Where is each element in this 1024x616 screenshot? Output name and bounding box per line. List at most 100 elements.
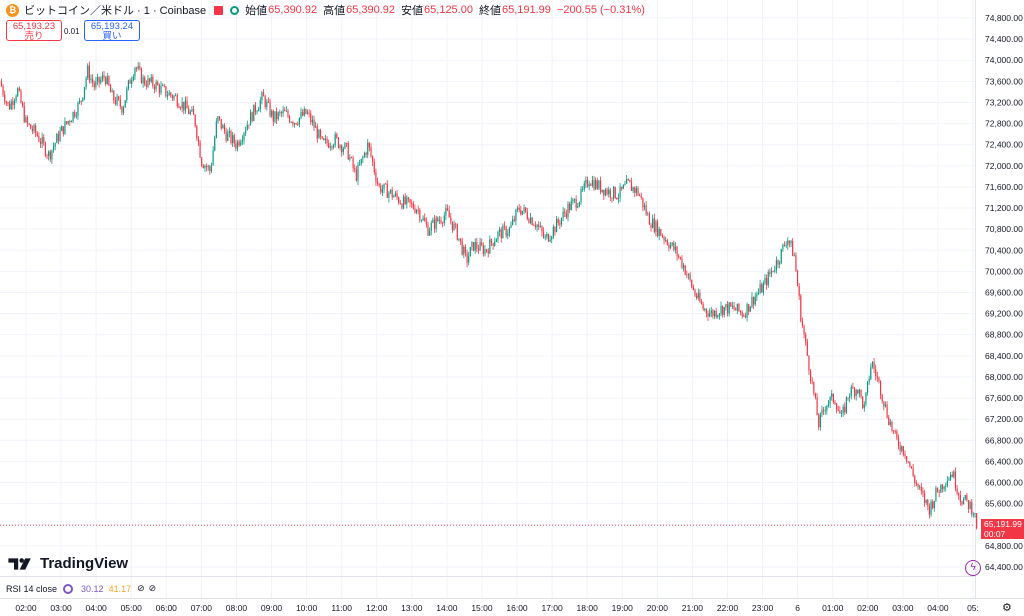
candle-body [349, 157, 351, 160]
candle-body [280, 112, 283, 114]
high-value: 65,390.92 [346, 4, 396, 16]
candle-body [871, 362, 874, 367]
candle-body [518, 207, 520, 211]
candle-body [186, 100, 188, 109]
candle-body [323, 138, 325, 141]
candle-body [59, 131, 61, 141]
candle-body [22, 102, 24, 107]
candle-body [212, 150, 214, 166]
candle-body [536, 224, 538, 228]
candle-body [181, 101, 183, 109]
candle-body [433, 219, 436, 229]
candle-body [363, 153, 366, 158]
candle-body [534, 225, 537, 228]
candle-body [114, 100, 117, 105]
candle-body [225, 131, 227, 141]
candle-body [175, 95, 177, 97]
y-tick-label: 73,200.00 [985, 97, 1023, 107]
candle-body [217, 116, 219, 122]
hide-icon[interactable]: ⊘ [137, 583, 145, 593]
candle-body [748, 304, 750, 312]
y-tick-label: 69,600.00 [985, 288, 1023, 298]
flag-icon[interactable] [214, 5, 224, 15]
candle-body [630, 182, 633, 191]
candle-body [577, 206, 579, 208]
candle-body [619, 186, 621, 198]
candle-body [500, 229, 502, 239]
x-tick-label: 14:00 [436, 603, 458, 613]
candle-body [214, 137, 216, 151]
candle-body [145, 84, 147, 87]
sell-button[interactable]: 65,193.23 売り [6, 20, 62, 42]
candle-body [954, 471, 957, 489]
candle-body [415, 209, 418, 213]
candle-body [549, 239, 551, 242]
candle-body [56, 134, 58, 144]
candle-body [520, 210, 522, 215]
candle-body [425, 221, 427, 225]
hide-icon[interactable]: ⊘ [148, 583, 157, 593]
candle-body [556, 219, 558, 233]
candle-body [959, 495, 961, 502]
candle-body [401, 203, 403, 209]
candle-body [767, 272, 769, 286]
y-tick-label: 66,400.00 [985, 456, 1023, 466]
candle-body [474, 242, 476, 251]
candle-body [424, 217, 426, 222]
y-tick-label: 69,200.00 [985, 309, 1023, 319]
candle-body [261, 92, 263, 101]
candle-body [100, 79, 102, 83]
candle-body [744, 315, 747, 318]
candle-body [455, 223, 457, 225]
open-value: 65,390.92 [268, 4, 318, 16]
candle-body [513, 219, 515, 221]
candle-body [761, 284, 763, 293]
candle-body [85, 77, 87, 88]
candle-body [844, 406, 846, 413]
candle-body [855, 389, 857, 397]
candle-body [131, 80, 133, 84]
buy-button[interactable]: 65,193.24 買い [84, 20, 140, 42]
candle-body [811, 381, 813, 383]
candle-body [336, 134, 338, 138]
tradingview-logo[interactable]: TradingView [8, 555, 128, 572]
rsi-legend[interactable]: RSI 14 close 30.12 41.17 ⊘ ⊘ [6, 583, 156, 594]
candle-body [572, 199, 574, 202]
y-tick-label: 70,400.00 [985, 245, 1023, 255]
candle-body [443, 215, 445, 224]
candle-body [25, 117, 27, 122]
candle-body [826, 405, 828, 411]
candle-body [824, 410, 826, 412]
candle-body [41, 137, 43, 144]
high-label: 高値 [323, 5, 346, 17]
x-tick-label: 19:00 [612, 603, 634, 613]
candle-body [782, 244, 784, 249]
y-tick-label: 66,800.00 [985, 435, 1023, 445]
candle-body [720, 306, 722, 314]
candle-body [77, 102, 79, 116]
candle-body [105, 77, 107, 85]
candle-body [318, 129, 320, 139]
lightning-icon[interactable]: ϟ [965, 560, 981, 576]
market-status-icon [230, 5, 240, 15]
candle-body [372, 156, 374, 162]
y-tick-label: 74,000.00 [985, 55, 1023, 65]
candle-body [393, 195, 395, 198]
candle-body [787, 240, 789, 246]
candle-body [453, 223, 455, 230]
candle-body [302, 112, 304, 116]
symbol-title[interactable]: ビットコイン／米ドル · 1 · Coinbase [24, 5, 207, 17]
candle-body [337, 137, 340, 148]
candle-body [43, 137, 45, 144]
candle-body [399, 203, 401, 204]
candle-body [790, 240, 792, 244]
candle-body [432, 219, 434, 223]
candle-body [411, 202, 413, 204]
candle-body [575, 199, 577, 208]
candle-body [456, 224, 458, 240]
candle-body [754, 296, 756, 305]
candle-body [12, 101, 14, 105]
settings-icon[interactable]: ⚙ [1002, 602, 1012, 614]
candle-body [866, 381, 869, 393]
